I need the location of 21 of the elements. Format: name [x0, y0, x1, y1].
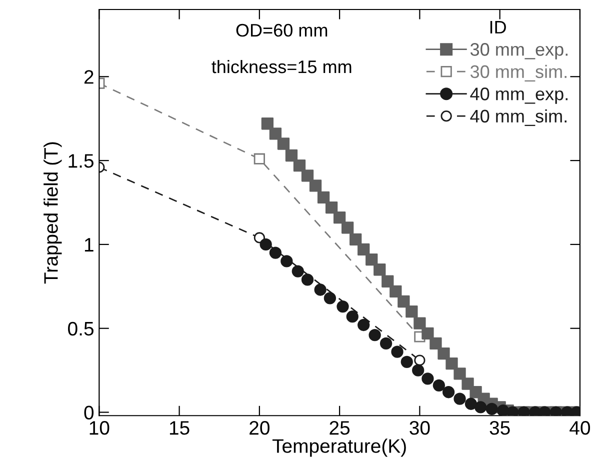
x-tick-label: 30 [410, 421, 430, 435]
legend-label: 40 mm_sim. [470, 109, 566, 126]
y-tick-label: 1 [84, 238, 94, 252]
y-tick-label: 0.5 [68, 322, 94, 336]
x-axis-title: Temperature(K) [272, 438, 406, 457]
annotation: thickness=15 mm [212, 60, 352, 74]
y-tick-label: 2 [84, 70, 94, 84]
legend-label: 30 mm_sim. [470, 64, 566, 82]
x-tick-label: 25 [330, 421, 350, 435]
y-tick-label: 0 [84, 406, 94, 420]
legend-label: 40 mm_exp. [470, 88, 568, 104]
legend-title: ID [490, 20, 506, 34]
legend-label: 30 mm_exp. [470, 43, 568, 60]
x-tick-label: 15 [170, 421, 190, 435]
x-tick-label: 40 [570, 421, 590, 435]
x-tick-label: 35 [490, 421, 510, 435]
y-tick-label: 1.5 [68, 154, 94, 168]
x-tick-label: 20 [250, 421, 270, 435]
annotation: OD=60 mm [236, 24, 328, 37]
y-axis-title: Trapped field (T) [44, 142, 62, 284]
x-tick-label: 10 [90, 421, 110, 435]
